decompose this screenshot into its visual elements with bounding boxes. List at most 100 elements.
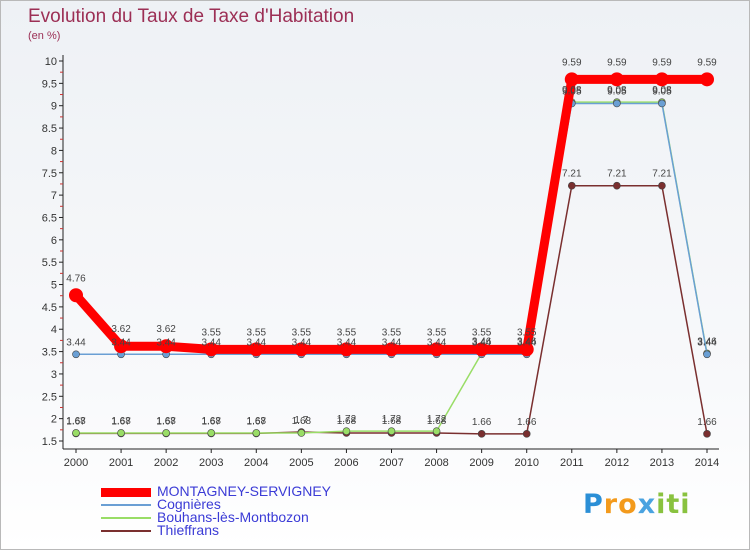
data-label: 3.44 bbox=[292, 337, 312, 348]
x-tick-label: 2014 bbox=[695, 457, 719, 469]
data-point bbox=[613, 99, 621, 108]
data-label: 3.44 bbox=[427, 337, 447, 348]
data-label: 7.21 bbox=[562, 169, 582, 180]
x-tick-label: 2012 bbox=[605, 457, 629, 469]
y-tick-label: 8 bbox=[51, 145, 57, 157]
data-point bbox=[117, 429, 125, 437]
y-tick-label: 7.5 bbox=[42, 168, 57, 180]
data-point bbox=[207, 429, 216, 437]
data-point bbox=[72, 429, 80, 437]
data-label: 3.44 bbox=[156, 337, 176, 348]
data-point bbox=[297, 429, 306, 437]
x-tick-label: 2004 bbox=[244, 457, 268, 469]
data-point bbox=[474, 342, 489, 357]
y-tick-label: 6 bbox=[51, 235, 57, 247]
data-label: 3.44 bbox=[247, 337, 267, 348]
data-label: 9.08 bbox=[562, 85, 582, 96]
data-point bbox=[429, 342, 444, 357]
data-point bbox=[703, 430, 711, 438]
data-label: 3.44 bbox=[66, 337, 86, 348]
y-tick-label: 4.5 bbox=[42, 302, 57, 314]
data-label: 1.66 bbox=[697, 417, 717, 428]
y-tick-label: 9 bbox=[51, 101, 57, 113]
data-point bbox=[387, 427, 396, 435]
data-label: 4.76 bbox=[66, 273, 86, 284]
data-label: 1.68 bbox=[427, 416, 447, 427]
series-line bbox=[71, 74, 712, 354]
chart-title: Evolution du Taux de Taxe d'Habitation bbox=[28, 6, 355, 27]
unit-label: (en %) bbox=[28, 30, 61, 42]
x-tick-label: 2000 bbox=[64, 457, 88, 469]
data-point bbox=[69, 288, 83, 303]
data-point bbox=[522, 430, 531, 438]
legend-swatch bbox=[101, 530, 151, 532]
legend-item: Thieffrans bbox=[101, 522, 481, 538]
data-point bbox=[613, 181, 621, 190]
data-label: 1.72 bbox=[427, 414, 447, 425]
data-label: 3.55 bbox=[337, 327, 357, 338]
y-tick-label: 2 bbox=[51, 414, 57, 426]
data-label: 3.44 bbox=[517, 337, 537, 348]
y-tick-label: 4 bbox=[51, 324, 57, 336]
x-tick-label: 2013 bbox=[650, 457, 674, 469]
data-point bbox=[432, 427, 441, 435]
data-label: 1.68 bbox=[337, 416, 357, 427]
data-label: 9.08 bbox=[652, 85, 672, 96]
logo-letter: o bbox=[618, 489, 638, 520]
data-label: 7.21 bbox=[607, 169, 627, 180]
legend-swatch bbox=[101, 504, 151, 506]
data-point bbox=[114, 339, 129, 354]
data-label: 3.44 bbox=[472, 337, 492, 348]
data-label: 3.46 bbox=[517, 336, 537, 347]
y-tick-label: 6.5 bbox=[42, 212, 57, 224]
y-tick-label: 3 bbox=[51, 369, 57, 381]
y-tick-label: 5 bbox=[51, 280, 57, 292]
data-point bbox=[658, 181, 666, 190]
legend-swatch bbox=[101, 517, 151, 519]
data-point bbox=[609, 72, 624, 87]
data-label: 3.44 bbox=[111, 337, 131, 348]
legend-label: Cognières bbox=[157, 496, 221, 512]
data-point bbox=[159, 339, 174, 354]
y-tick-label: 9.5 bbox=[42, 78, 57, 90]
data-label: 3.62 bbox=[111, 324, 131, 335]
data-label: 3.44 bbox=[697, 337, 717, 348]
data-label: 1.68 bbox=[247, 416, 267, 427]
data-label: 3.46 bbox=[472, 336, 492, 347]
data-label: 3.55 bbox=[201, 327, 221, 338]
legend-label: Thieffrans bbox=[157, 522, 219, 538]
data-label: 1.67 bbox=[156, 416, 176, 427]
data-label: 1.68 bbox=[201, 416, 221, 427]
y-tick-label: 3.5 bbox=[42, 347, 57, 359]
data-label: 3.55 bbox=[382, 327, 402, 338]
data-label: 9.05 bbox=[652, 86, 672, 97]
data-point bbox=[204, 342, 219, 357]
data-label: 1.72 bbox=[337, 414, 357, 425]
logo-letter: x bbox=[637, 489, 657, 520]
data-label: 3.55 bbox=[427, 327, 447, 338]
data-label: 3.55 bbox=[292, 327, 312, 338]
data-label: 7.21 bbox=[652, 169, 672, 180]
x-tick-label: 2005 bbox=[289, 457, 313, 469]
data-point bbox=[703, 350, 711, 359]
data-point bbox=[72, 350, 80, 359]
data-point bbox=[252, 429, 261, 437]
x-tick-label: 2011 bbox=[560, 457, 584, 469]
x-tick-label: 2007 bbox=[379, 457, 403, 469]
series-line bbox=[75, 184, 708, 435]
data-label: 1.67 bbox=[66, 416, 86, 427]
x-tick-label: 2006 bbox=[334, 457, 358, 469]
series-line bbox=[75, 101, 708, 434]
legend-label: Bouhans-lès-Montbozon bbox=[157, 509, 309, 525]
x-tick-label: 2008 bbox=[424, 457, 448, 469]
legend: MONTAGNEY-SERVIGNEY Cognières Bouhans-lès-… bbox=[101, 483, 481, 538]
data-point bbox=[162, 429, 170, 437]
data-label: 1.67 bbox=[111, 416, 131, 427]
data-label: 9.59 bbox=[607, 57, 627, 68]
data-label: 3.55 bbox=[517, 327, 537, 338]
data-label: 1.68 bbox=[66, 416, 86, 427]
legend-item: Cognières bbox=[101, 496, 481, 512]
data-label: 1.67 bbox=[247, 416, 267, 427]
